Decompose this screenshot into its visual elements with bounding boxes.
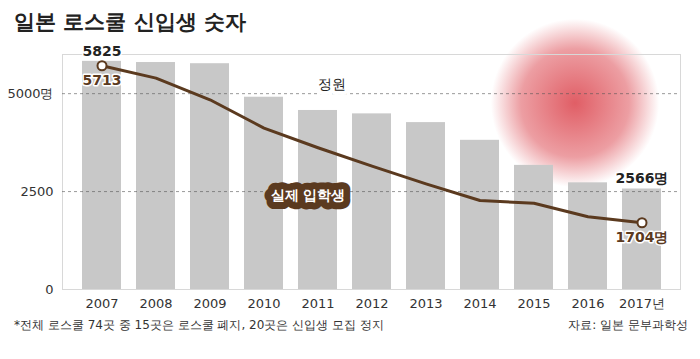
svg-text:2012: 2012 bbox=[355, 296, 388, 311]
svg-text:2500: 2500 bbox=[20, 184, 53, 199]
svg-text:5000명: 5000명 bbox=[7, 86, 53, 101]
html-text:*전체 로스쿨 74곳 중 15곳은 로스쿨 폐지, 20곳: *전체 로스쿨 74곳 중 15곳은 로스쿨 폐지, 20곳은 신입생 모집 정… bbox=[14, 318, 384, 332]
svg-text:2007: 2007 bbox=[85, 296, 118, 311]
svg-text:2017년: 2017년 bbox=[619, 296, 665, 311]
svg-text:실제 입학생: 실제 입학생 bbox=[271, 187, 346, 203]
svg-text:정원: 정원 bbox=[318, 76, 346, 92]
html-text:일본 로스쿨 신입생 숫자: 일본 로스쿨 신입생 숫자 bbox=[14, 10, 246, 34]
svg-text:2015: 2015 bbox=[517, 296, 550, 311]
html-text:자료: 일본 문부과학성: 자료: 일본 문부과학성 bbox=[568, 318, 688, 332]
svg-text:2009: 2009 bbox=[193, 296, 226, 311]
svg-text:2010: 2010 bbox=[247, 296, 280, 311]
svg-text:2011: 2011 bbox=[301, 296, 334, 311]
svg-text:1704명: 1704명 bbox=[616, 229, 669, 245]
svg-text:2566명: 2566명 bbox=[616, 170, 669, 186]
svg-text:0: 0 bbox=[45, 282, 53, 297]
svg-text:5713: 5713 bbox=[83, 72, 122, 88]
svg-text:2013: 2013 bbox=[409, 296, 442, 311]
svg-text:5825: 5825 bbox=[83, 43, 122, 59]
svg-text:2008: 2008 bbox=[139, 296, 172, 311]
svg-text:2016: 2016 bbox=[571, 296, 604, 311]
svg-text:2014: 2014 bbox=[463, 296, 496, 311]
